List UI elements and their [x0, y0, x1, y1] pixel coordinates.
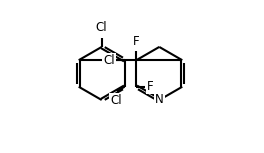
Text: Cl: Cl: [103, 54, 115, 67]
Text: N: N: [155, 93, 164, 106]
Text: Cl: Cl: [110, 93, 122, 106]
Text: F: F: [147, 80, 154, 93]
Text: Cl: Cl: [96, 21, 107, 34]
Text: F: F: [133, 35, 140, 48]
